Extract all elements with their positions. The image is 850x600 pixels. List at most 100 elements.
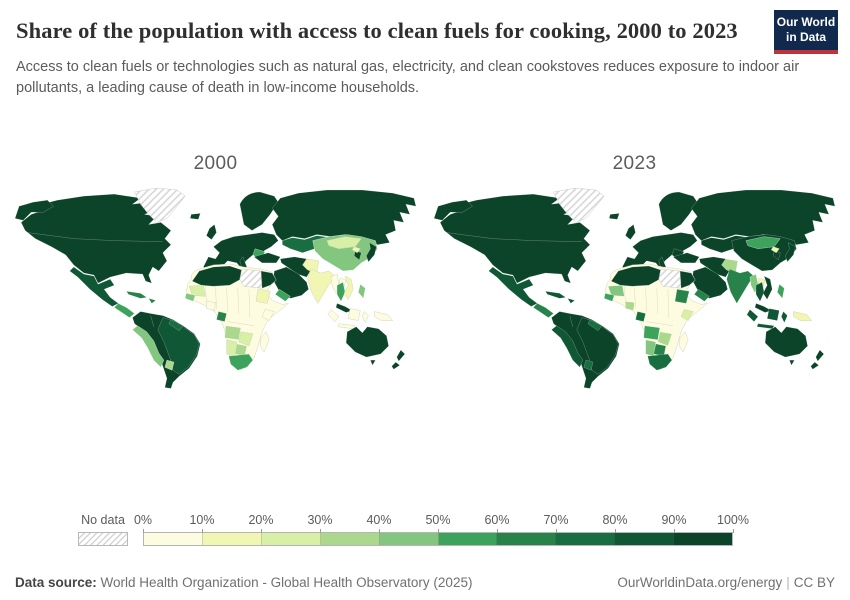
legend-no-data[interactable]: No data <box>78 513 128 546</box>
region-india[interactable] <box>726 268 755 304</box>
region-mexico[interactable] <box>488 266 538 307</box>
legend-bin[interactable] <box>556 533 616 545</box>
region-guyanas[interactable] <box>168 319 184 331</box>
legend-bin[interactable] <box>615 533 675 545</box>
region-peru-bolivia[interactable] <box>132 325 165 368</box>
region-philippines[interactable] <box>358 283 366 299</box>
region-gabon[interactable] <box>216 311 227 322</box>
region-turkey[interactable] <box>253 252 281 263</box>
region-north-korea[interactable] <box>770 246 780 253</box>
region-new-zealand[interactable] <box>810 349 825 370</box>
region-madagascar[interactable] <box>678 331 689 353</box>
region-australia[interactable] <box>764 326 808 366</box>
owid-logo[interactable]: Our World in Data <box>774 10 838 54</box>
region-brazil[interactable] <box>576 317 619 375</box>
world-map-2000[interactable] <box>13 187 418 391</box>
region-malaysia[interactable] <box>335 302 353 313</box>
legend-tick-label: 100% <box>717 513 749 527</box>
region-senegal[interactable] <box>603 292 615 302</box>
region-alaska[interactable] <box>433 199 473 221</box>
region-sudan[interactable] <box>255 288 271 304</box>
region-mauritania[interactable] <box>607 284 625 297</box>
region-scandinavia[interactable] <box>658 191 698 231</box>
legend-bin[interactable] <box>438 533 498 545</box>
region-uk[interactable] <box>206 224 217 240</box>
region-gabon[interactable] <box>635 311 646 322</box>
region-australia[interactable] <box>345 326 389 366</box>
region-yemen[interactable] <box>694 288 710 302</box>
region-mongolia[interactable] <box>326 236 362 249</box>
region-scandinavia[interactable] <box>239 191 279 231</box>
region-guyanas[interactable] <box>587 319 603 331</box>
region-south-africa[interactable] <box>228 353 254 371</box>
region-south-korea[interactable] <box>353 250 362 260</box>
region-south-korea[interactable] <box>772 250 781 260</box>
region-angola[interactable] <box>643 325 661 340</box>
region-alaska[interactable] <box>14 199 54 221</box>
no-data-hatch-swatch[interactable] <box>78 532 128 546</box>
region-arabian-peninsula[interactable] <box>272 266 309 299</box>
region-turkey[interactable] <box>672 252 700 263</box>
region-japan[interactable] <box>366 242 377 262</box>
region-philippines[interactable] <box>777 283 785 299</box>
license-label: CC BY <box>793 575 835 590</box>
region-libya[interactable] <box>658 268 682 289</box>
region-paraguay[interactable] <box>164 359 175 371</box>
region-south-africa[interactable] <box>647 353 673 371</box>
region-mongolia[interactable] <box>745 236 781 249</box>
region-north-america[interactable] <box>20 193 172 284</box>
region-mexico[interactable] <box>69 266 119 307</box>
region-paraguay[interactable] <box>583 359 594 371</box>
owid-url-link[interactable]: OurWorldinData.org/energy <box>617 575 783 590</box>
region-angola[interactable] <box>224 325 242 340</box>
legend-bin[interactable] <box>261 533 321 545</box>
region-caribbean[interactable] <box>545 290 575 304</box>
region-russia[interactable] <box>690 189 836 245</box>
region-new-zealand[interactable] <box>391 349 406 370</box>
region-mauritania[interactable] <box>188 284 206 297</box>
region-vietnam[interactable] <box>762 275 773 300</box>
region-north-korea[interactable] <box>351 246 361 253</box>
region-zambia-zimbabwe[interactable] <box>657 331 673 346</box>
region-caribbean[interactable] <box>126 290 156 304</box>
region-central-america[interactable] <box>533 302 554 318</box>
region-north-america[interactable] <box>439 193 591 284</box>
region-egypt[interactable] <box>260 270 277 289</box>
region-papua-new-guinea[interactable] <box>793 311 812 321</box>
region-greenland[interactable] <box>134 187 186 223</box>
region-libya[interactable] <box>239 268 263 289</box>
region-yemen[interactable] <box>275 288 291 302</box>
legend-bin[interactable] <box>497 533 557 545</box>
region-thailand[interactable] <box>755 281 765 302</box>
region-arabian-peninsula[interactable] <box>691 266 728 299</box>
region-russia[interactable] <box>271 189 417 245</box>
region-malaysia[interactable] <box>754 302 772 313</box>
region-madagascar[interactable] <box>259 331 270 353</box>
region-greenland[interactable] <box>553 187 605 223</box>
legend-bin[interactable] <box>379 533 439 545</box>
region-iceland[interactable] <box>189 212 201 220</box>
region-senegal[interactable] <box>184 292 196 302</box>
region-vietnam[interactable] <box>343 275 354 300</box>
region-brazil[interactable] <box>157 317 200 375</box>
region-zambia-zimbabwe[interactable] <box>238 331 254 346</box>
region-kenya[interactable] <box>261 309 275 321</box>
region-ghana[interactable] <box>206 300 216 311</box>
region-peru-bolivia[interactable] <box>551 325 584 368</box>
legend-bin[interactable] <box>202 533 262 545</box>
region-papua-new-guinea[interactable] <box>374 311 393 321</box>
region-central-america[interactable] <box>114 302 135 318</box>
region-thailand[interactable] <box>336 281 346 302</box>
legend-bin[interactable] <box>320 533 380 545</box>
region-egypt[interactable] <box>679 270 696 289</box>
region-japan[interactable] <box>785 242 796 262</box>
legend-bin[interactable] <box>674 533 733 545</box>
region-uk[interactable] <box>625 224 636 240</box>
region-india[interactable] <box>307 268 336 304</box>
region-sudan[interactable] <box>674 288 690 304</box>
region-iceland[interactable] <box>608 212 620 220</box>
region-kenya[interactable] <box>680 309 694 321</box>
legend-bin[interactable] <box>144 533 203 545</box>
region-ghana[interactable] <box>625 300 635 311</box>
world-map-2023[interactable] <box>432 187 837 391</box>
